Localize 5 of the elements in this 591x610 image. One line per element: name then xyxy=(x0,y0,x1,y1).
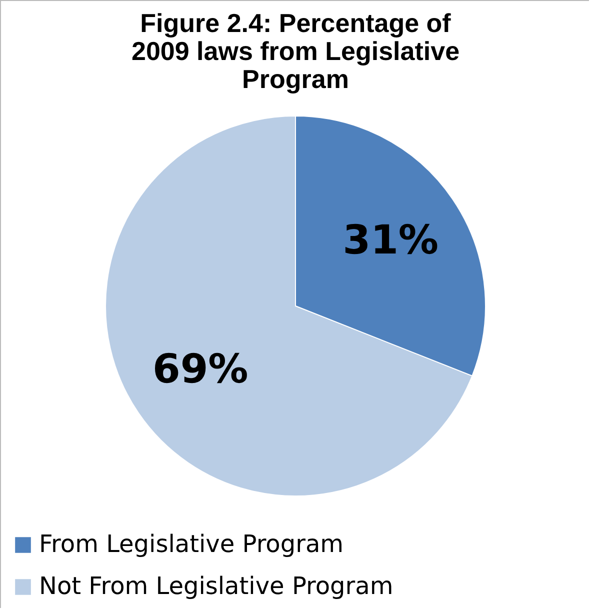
data-label: 69% xyxy=(152,346,248,393)
chart-title: Figure 2.4: Percentage of 2009 laws from Legislative Program xyxy=(131,8,460,94)
legend-label: Not From Legislative Program xyxy=(39,572,394,600)
legend-label: From Legislative Program xyxy=(39,530,344,558)
data-label: 31% xyxy=(342,217,438,264)
